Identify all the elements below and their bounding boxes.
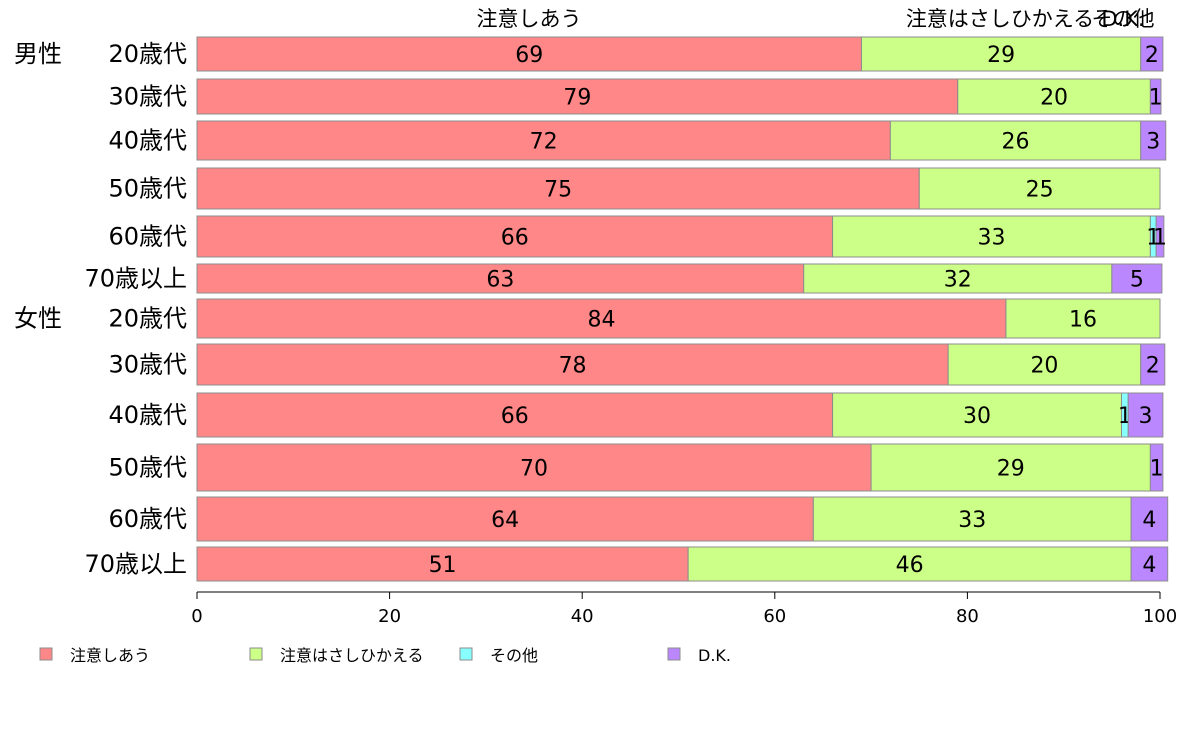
- x-tick-label: 20: [378, 606, 401, 627]
- bar-segment: [196, 496, 814, 542]
- bar-segment: [957, 78, 1151, 115]
- bar-value-label: 4: [1142, 553, 1156, 578]
- legend-label: その他: [490, 646, 538, 665]
- bar-segment: [1155, 215, 1165, 258]
- bar-segment: [860, 36, 1142, 72]
- bar-value-label: 78: [559, 354, 587, 379]
- legend-swatch: [667, 647, 681, 661]
- bar-value-label: 66: [501, 226, 529, 251]
- legend-swatch: [249, 647, 263, 661]
- bar-segment: [196, 36, 862, 72]
- bar-value-label: 1: [1153, 226, 1167, 251]
- bar-segment: [1149, 443, 1164, 492]
- bar-value-label: 26: [1002, 130, 1030, 155]
- bar-value-label: 66: [501, 404, 529, 429]
- legend-label: 注意しあう: [70, 646, 150, 665]
- bar-segment: [196, 120, 891, 161]
- top-label-3: その他: [1092, 7, 1155, 31]
- bar-segment: [196, 263, 805, 294]
- bar-segment: [1140, 120, 1167, 161]
- bar-segment: [196, 167, 920, 210]
- bar-segment: [687, 546, 1132, 582]
- bar-segment: [196, 546, 689, 582]
- group-label-female: 女性: [14, 305, 62, 333]
- bar-segment: [196, 343, 949, 386]
- x-tick-label: 60: [763, 606, 786, 627]
- legend-swatch: [39, 647, 53, 661]
- bar-value-label: 46: [896, 553, 924, 578]
- x-tick-label: 100: [1143, 606, 1177, 627]
- bar-value-label: 72: [530, 130, 558, 155]
- bar-segment: [947, 343, 1142, 386]
- bar-segment: [1140, 343, 1166, 386]
- legend-label: 注意はさしひかえる: [280, 646, 424, 665]
- bar-value-label: 64: [491, 508, 519, 533]
- category-label: 30歳代: [108, 351, 187, 379]
- bar-value-label: 30: [963, 404, 991, 429]
- bar-value-label: 51: [429, 553, 457, 578]
- top-label-1: 注意しあう: [477, 7, 582, 31]
- x-tick-label: 40: [571, 606, 594, 627]
- bar-segment: [1005, 298, 1161, 339]
- top-label-2: 注意はさしひかえる: [906, 7, 1094, 31]
- bar-value-label: 32: [944, 268, 972, 293]
- bar-value-label: 70: [520, 457, 548, 482]
- bar-segment: [196, 392, 834, 438]
- bar-segment: [889, 120, 1142, 161]
- bar-segment: [832, 392, 1122, 438]
- bar-segment: [832, 215, 1151, 258]
- bar-value-label: 69: [515, 43, 543, 68]
- category-label: 70歳以上: [84, 265, 187, 293]
- category-label: 20歳代: [108, 305, 187, 333]
- x-tick-label: 0: [191, 606, 202, 627]
- category-label: 60歳代: [108, 505, 187, 533]
- bar-value-label: 84: [587, 308, 615, 333]
- top-label-4: D.K.: [1101, 7, 1144, 31]
- bar-value-label: 2: [1146, 354, 1160, 379]
- category-label: 20歳代: [108, 40, 187, 68]
- x-tick-label: 80: [956, 606, 979, 627]
- bar-value-label: 79: [563, 86, 591, 111]
- category-label: 70歳以上: [84, 550, 187, 578]
- category-label: 50歳代: [108, 454, 187, 482]
- bar-value-label: 33: [977, 226, 1005, 251]
- bar-segment: [1111, 263, 1163, 294]
- category-label: 60歳代: [108, 223, 187, 251]
- bar-value-label: 20: [1030, 354, 1058, 379]
- bar-value-label: 29: [987, 43, 1015, 68]
- bar-segment: [1140, 36, 1164, 72]
- bar-segment: [918, 167, 1161, 210]
- bar-value-label: 33: [958, 508, 986, 533]
- category-label: 30歳代: [108, 83, 187, 111]
- bar-segment: [1127, 392, 1164, 438]
- bar-value-label: 3: [1146, 130, 1160, 155]
- bar-value-label: 1: [1150, 457, 1164, 482]
- category-label: 40歳代: [108, 127, 187, 155]
- bar-value-label: 25: [1026, 178, 1054, 203]
- group-label-male: 男性: [14, 40, 62, 68]
- bar-segment: [1130, 496, 1169, 542]
- bar-value-label: 4: [1142, 508, 1156, 533]
- category-label: 40歳代: [108, 401, 187, 429]
- bar-value-label: 20: [1040, 86, 1068, 111]
- bar-value-label: 1: [1149, 86, 1163, 111]
- bar-value-label: 3: [1139, 404, 1153, 429]
- bar-value-label: 5: [1130, 268, 1144, 293]
- bar-value-label: 63: [486, 268, 514, 293]
- legend-label: D.K.: [698, 646, 731, 665]
- bar-segment: [1149, 78, 1162, 115]
- category-label: 50歳代: [108, 175, 187, 203]
- bar-segment: [196, 443, 872, 492]
- legend-swatch: [459, 647, 473, 661]
- bar-segment: [1130, 546, 1169, 582]
- bar-value-label: 29: [997, 457, 1025, 482]
- bar-segment: [196, 215, 834, 258]
- bar-value-label: 2: [1145, 43, 1159, 68]
- bar-value-label: 16: [1069, 308, 1097, 333]
- bar-segment: [812, 496, 1132, 542]
- bar-value-label: 75: [544, 178, 572, 203]
